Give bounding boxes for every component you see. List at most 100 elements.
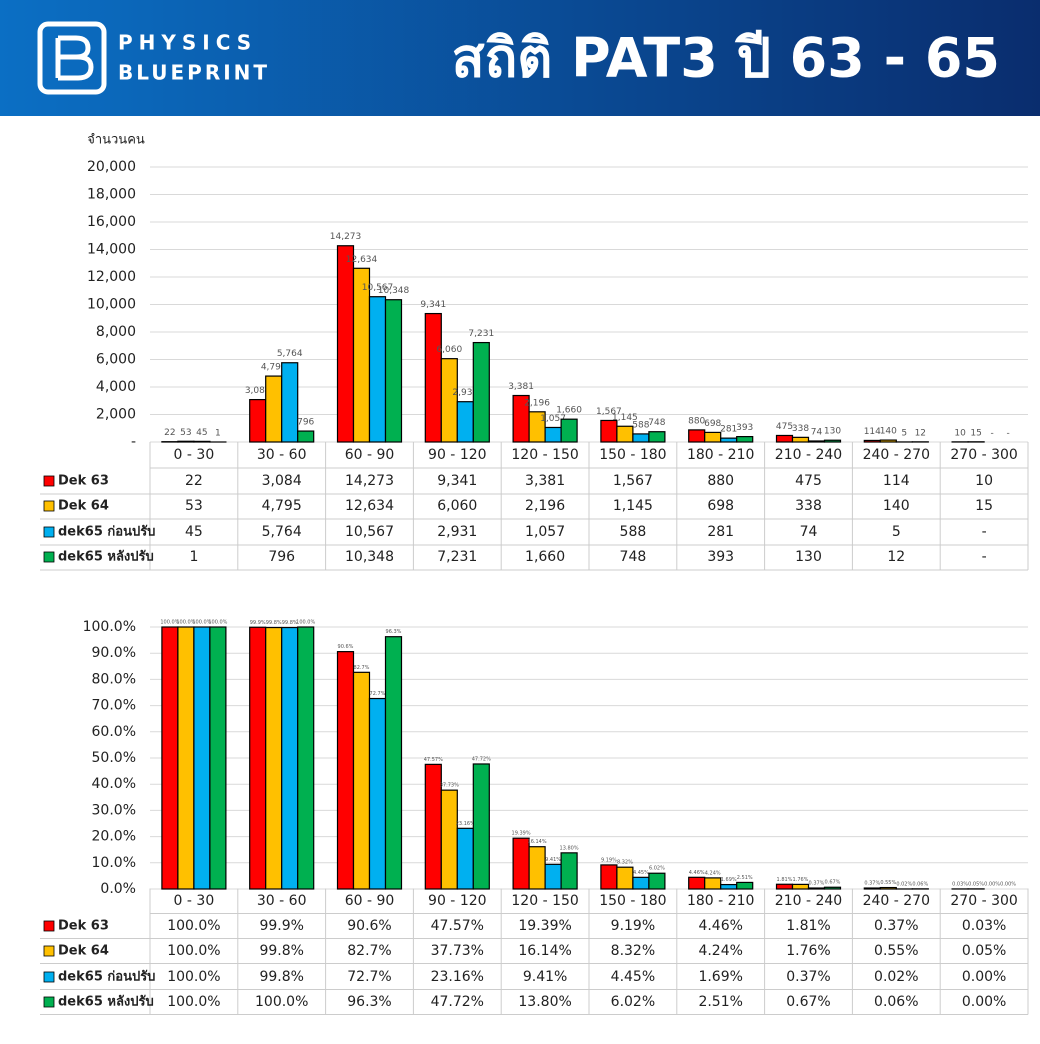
legend-swatch bbox=[44, 552, 54, 562]
y-tick-label: 60.0% bbox=[92, 724, 136, 740]
table-value: 1 bbox=[189, 549, 198, 565]
bar-value-label: 72.7% bbox=[370, 691, 386, 697]
table-value: 0.37% bbox=[874, 918, 918, 934]
table-value: 90.6% bbox=[347, 918, 391, 934]
bar bbox=[880, 440, 896, 442]
bar bbox=[721, 438, 737, 442]
table-value: 4.24% bbox=[698, 943, 742, 959]
bar bbox=[649, 873, 665, 889]
bar bbox=[617, 426, 633, 442]
table-value: 6,060 bbox=[437, 498, 477, 514]
bar bbox=[689, 430, 705, 442]
bar bbox=[825, 440, 841, 442]
bar bbox=[386, 300, 402, 442]
table-value: 0.05% bbox=[962, 943, 1006, 959]
bar-value-label: 4.45% bbox=[633, 870, 649, 876]
table-value: 796 bbox=[268, 549, 295, 565]
y-tick-label: 12,000 bbox=[87, 269, 136, 285]
table-value: 588 bbox=[620, 524, 647, 540]
y-tick-label: 16,000 bbox=[87, 214, 136, 230]
bar-value-label: 47.57% bbox=[424, 757, 443, 763]
bar bbox=[513, 838, 529, 889]
bar bbox=[601, 420, 617, 442]
table-value: 0.67% bbox=[786, 994, 830, 1010]
bar-value-label: 37.73% bbox=[440, 783, 459, 789]
bar-value-label: 19.39% bbox=[512, 831, 531, 837]
table-value: 140 bbox=[883, 498, 910, 514]
bar-value-label: 99.8% bbox=[266, 620, 282, 626]
legend-label: Dek 64 bbox=[58, 944, 109, 959]
table-value: 10,348 bbox=[345, 549, 394, 565]
bar-value-label: 53 bbox=[180, 428, 191, 438]
table-value: 53 bbox=[185, 498, 203, 514]
bar bbox=[545, 427, 561, 442]
bar-value-label: 15 bbox=[970, 428, 981, 438]
table-value: 100.0% bbox=[255, 994, 308, 1010]
bar-value-label: 2.51% bbox=[737, 875, 753, 881]
y-tick-label: 4,000 bbox=[96, 379, 136, 395]
bar-value-label: 6.02% bbox=[649, 866, 665, 872]
table-value: 5 bbox=[892, 524, 901, 540]
table-value: 14,273 bbox=[345, 473, 394, 489]
bar bbox=[354, 672, 370, 889]
table-value: 1,660 bbox=[525, 549, 565, 565]
bar bbox=[649, 432, 665, 442]
bar-value-label: 10,348 bbox=[378, 286, 410, 296]
bar-value-label: 5 bbox=[901, 428, 907, 438]
bar-value-label: 1,660 bbox=[556, 406, 582, 416]
bar-value-label: 588 bbox=[632, 420, 649, 430]
table-value: 0.02% bbox=[874, 969, 918, 985]
brand-line: BLUEPRINT bbox=[118, 61, 270, 85]
bar-value-label: 100.0% bbox=[296, 620, 315, 626]
bar bbox=[793, 884, 809, 889]
table-value: - bbox=[982, 524, 987, 540]
legend-label: Dek 64 bbox=[58, 499, 109, 514]
table-value: 1,567 bbox=[613, 473, 653, 489]
bar bbox=[705, 432, 721, 442]
bar bbox=[210, 627, 226, 889]
bar bbox=[473, 764, 489, 889]
y-tick-label: 10,000 bbox=[87, 297, 136, 313]
table-value: 100.0% bbox=[167, 943, 220, 959]
y-tick-label: 50.0% bbox=[92, 750, 136, 766]
table-value: 99.9% bbox=[259, 918, 303, 934]
table-value: 1.69% bbox=[698, 969, 742, 985]
table-value: 10,567 bbox=[345, 524, 394, 540]
x-tick-label: 270 - 300 bbox=[950, 893, 1017, 909]
bar bbox=[250, 400, 266, 442]
bar bbox=[425, 314, 441, 442]
bar-value-label: 9.41% bbox=[545, 857, 561, 863]
bar bbox=[194, 441, 210, 442]
x-tick-label: 30 - 60 bbox=[257, 893, 307, 909]
x-tick-label: 180 - 210 bbox=[687, 893, 754, 909]
table-value: 74 bbox=[800, 524, 818, 540]
table-value: 0.06% bbox=[874, 994, 918, 1010]
table-value: 82.7% bbox=[347, 943, 391, 959]
y-tick-label: 70.0% bbox=[92, 698, 136, 714]
y-tick-label: 18,000 bbox=[87, 187, 136, 203]
bar bbox=[298, 431, 314, 442]
table-value: 99.8% bbox=[259, 943, 303, 959]
bar-value-label: 880 bbox=[688, 416, 705, 426]
bar bbox=[162, 627, 178, 889]
bar bbox=[370, 297, 386, 442]
table-value: 4.46% bbox=[698, 918, 742, 934]
bar bbox=[370, 699, 386, 889]
table-value: 880 bbox=[707, 473, 734, 489]
bar bbox=[880, 888, 896, 889]
bar-value-label: 475 bbox=[776, 422, 793, 432]
bar-value-label: 393 bbox=[736, 423, 753, 433]
bar-value-label: - bbox=[990, 429, 993, 439]
x-tick-label: 0 - 30 bbox=[174, 447, 215, 463]
table-value: 475 bbox=[795, 473, 822, 489]
table-value: 4,795 bbox=[262, 498, 302, 514]
bar-value-label: 796 bbox=[297, 418, 314, 428]
bar bbox=[338, 246, 354, 442]
bar-value-label: 0.67% bbox=[825, 880, 841, 886]
table-value: 3,381 bbox=[525, 473, 565, 489]
y-tick-label: 30.0% bbox=[92, 802, 136, 818]
bar-value-label: 14,273 bbox=[330, 232, 362, 242]
bar bbox=[282, 628, 298, 889]
bar bbox=[777, 884, 793, 889]
bar-value-label: 3,381 bbox=[508, 382, 534, 392]
